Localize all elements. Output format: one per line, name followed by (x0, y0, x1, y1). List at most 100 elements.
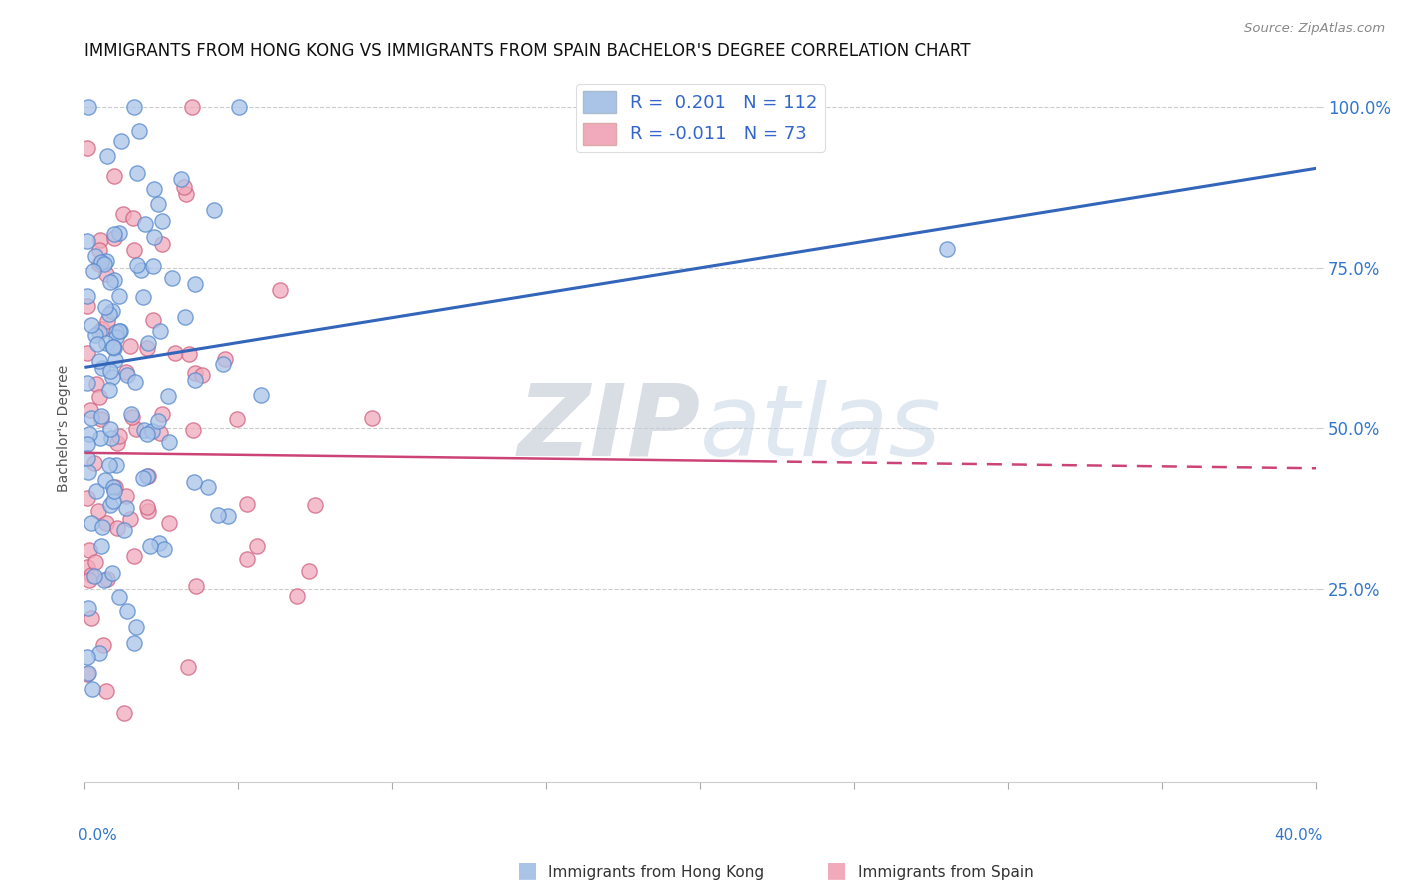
Point (79, 611, 101, 625)
Point (103, 231, 125, 245)
Point (124, 375, 146, 389)
Point (170, 172, 193, 186)
Point (184, 373, 207, 387)
Point (122, 549, 145, 563)
Point (138, 336, 160, 351)
Point (236, 552, 259, 566)
Point (202, 203, 225, 218)
Legend: R =  0.201   N = 112, R = -0.011   N = 73: R = 0.201 N = 112, R = -0.011 N = 73 (576, 84, 825, 152)
Point (149, 426, 172, 441)
Point (146, 413, 169, 427)
Point (91, 638, 114, 652)
Point (76, 667, 98, 681)
Point (80, 411, 103, 425)
Point (112, 207, 135, 221)
Point (150, 407, 173, 421)
Point (103, 273, 125, 287)
Point (94, 300, 117, 314)
Point (76, 289, 98, 303)
Point (79, 568, 101, 582)
Point (184, 277, 207, 292)
Point (94, 335, 117, 350)
Point (104, 480, 127, 494)
Text: atlas: atlas (700, 380, 942, 477)
Point (86, 337, 108, 351)
Point (83, 456, 105, 470)
Point (361, 411, 384, 425)
Point (115, 489, 138, 503)
Point (94, 473, 117, 487)
Point (94, 267, 117, 281)
Point (149, 324, 172, 338)
Point (79, 543, 101, 558)
Point (107, 226, 129, 240)
Point (157, 516, 180, 531)
Point (120, 339, 142, 353)
Point (90, 255, 112, 269)
Point (89, 432, 111, 446)
Point (142, 181, 165, 195)
Point (98, 307, 121, 321)
Point (77, 427, 100, 442)
Point (76, 649, 98, 664)
Point (177, 347, 200, 361)
Point (186, 579, 208, 593)
Point (98, 275, 121, 289)
Point (90, 361, 112, 376)
Point (114, 365, 136, 379)
Point (98, 363, 121, 377)
Point (135, 500, 157, 515)
Point (103, 227, 125, 241)
Point (105, 325, 128, 339)
Point (160, 271, 183, 285)
Point (136, 504, 159, 518)
Point (101, 370, 124, 384)
Point (87, 244, 110, 258)
Point (225, 412, 247, 426)
Point (125, 620, 148, 634)
Text: ■: ■ (517, 861, 537, 880)
Point (127, 258, 149, 272)
Point (174, 310, 197, 325)
Point (96, 149, 118, 163)
Point (105, 436, 128, 450)
Point (98, 422, 121, 436)
Point (132, 424, 155, 438)
Point (89, 646, 111, 660)
Point (76, 235, 98, 249)
Point (141, 424, 163, 438)
Point (107, 289, 129, 303)
Point (125, 166, 148, 180)
Point (150, 214, 173, 228)
Point (207, 508, 229, 523)
Point (122, 211, 145, 225)
Point (101, 566, 124, 580)
Point (76, 141, 98, 155)
Point (98, 458, 121, 473)
Point (134, 217, 156, 231)
Point (108, 428, 131, 442)
Point (112, 523, 135, 537)
Point (98, 383, 121, 397)
Point (122, 100, 145, 114)
Point (105, 521, 128, 535)
Point (80, 318, 103, 332)
Point (122, 636, 145, 650)
Point (115, 500, 138, 515)
Text: 0.0%: 0.0% (79, 828, 117, 843)
Point (80, 516, 103, 530)
Point (87, 326, 110, 340)
Point (180, 100, 202, 114)
Point (104, 329, 127, 343)
Point (101, 494, 124, 508)
Point (100, 431, 122, 445)
Point (91, 520, 114, 534)
Point (110, 134, 132, 148)
Point (84, 376, 107, 391)
Point (79, 573, 101, 587)
Point (101, 340, 124, 354)
Text: Immigrants from Spain: Immigrants from Spain (858, 865, 1033, 880)
Point (82, 264, 104, 278)
Point (163, 345, 186, 359)
Text: 40.0%: 40.0% (1274, 828, 1323, 843)
